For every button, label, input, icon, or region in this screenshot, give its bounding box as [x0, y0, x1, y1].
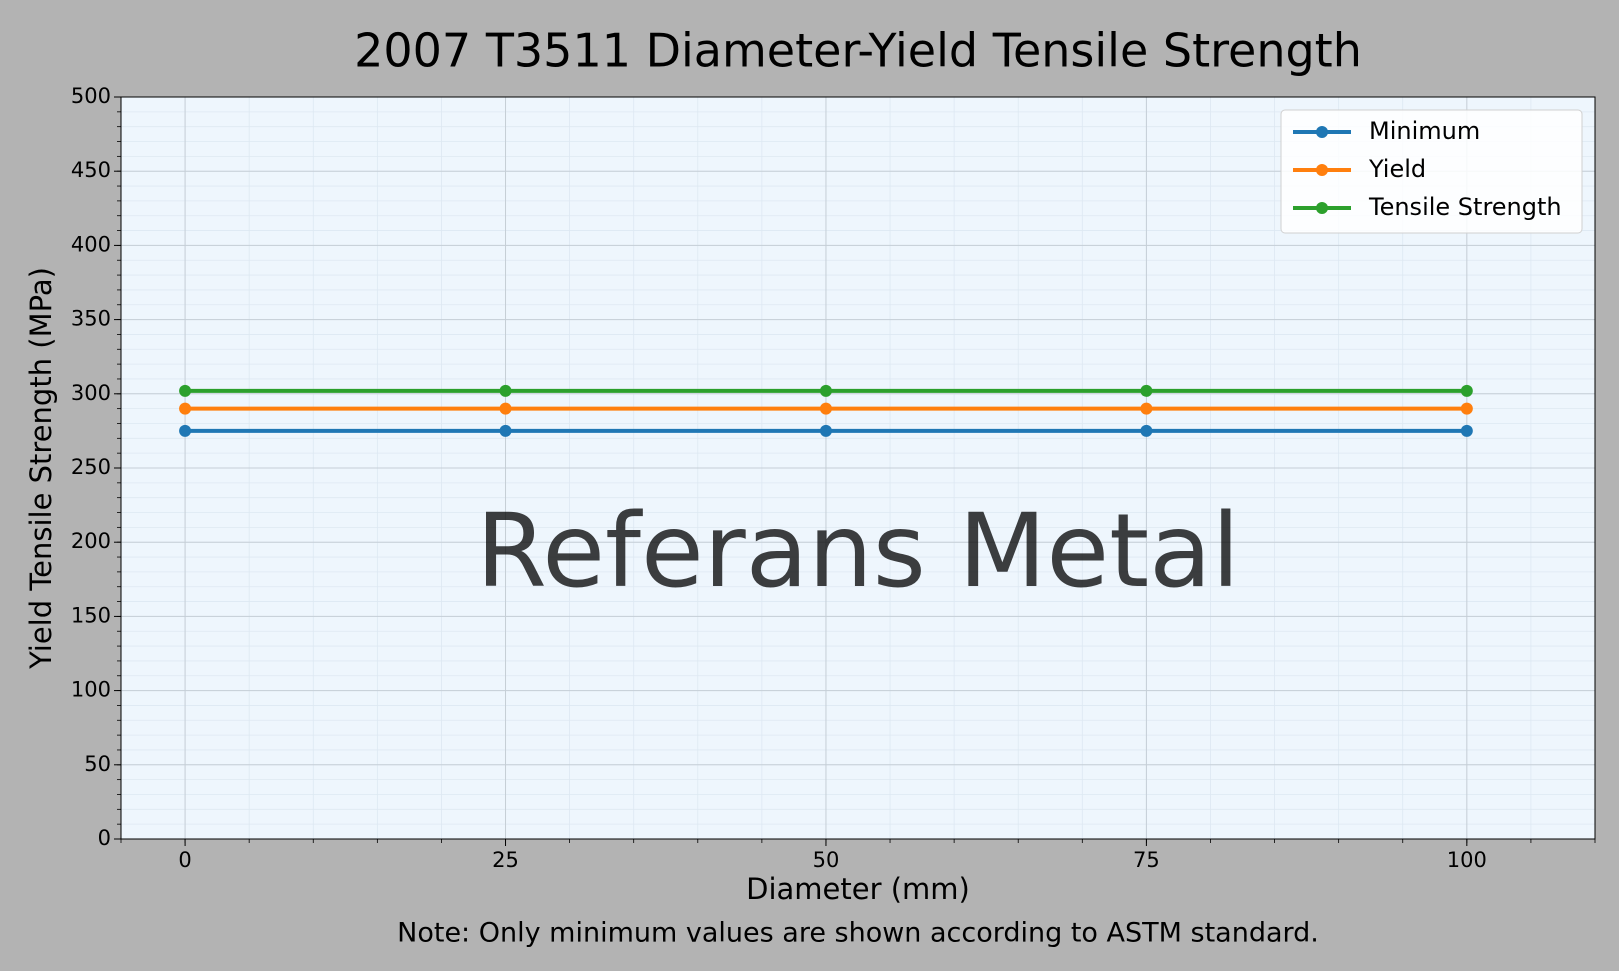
data-point: [819, 424, 832, 437]
y-tick-label: 200: [71, 529, 111, 553]
data-point: [1460, 384, 1473, 397]
y-tick-label: 500: [71, 84, 111, 108]
data-point: [819, 402, 832, 415]
data-point: [1140, 424, 1153, 437]
data-point: [499, 384, 512, 397]
chart-title: 2007 T3511 Diameter-Yield Tensile Streng…: [354, 24, 1362, 78]
data-point: [1140, 384, 1153, 397]
y-tick-label: 50: [84, 752, 111, 776]
legend-label: Tensile Strength: [1368, 193, 1562, 221]
data-point: [1140, 402, 1153, 415]
y-tick-label: 100: [71, 678, 111, 702]
x-tick-label: 75: [1133, 848, 1160, 872]
x-axis-label: Diameter (mm): [746, 872, 970, 906]
legend-marker: [1316, 126, 1328, 138]
data-point: [499, 402, 512, 415]
x-tick-label: 0: [178, 848, 191, 872]
x-tick-label: 100: [1447, 848, 1487, 872]
data-point: [499, 424, 512, 437]
y-tick-label: 450: [71, 158, 111, 182]
plot-frame: [120, 96, 1596, 840]
y-tick-label: 400: [71, 232, 111, 256]
x-tick-label: 50: [813, 848, 840, 872]
watermark: Referans Metal: [476, 492, 1240, 611]
y-tick-label: 0: [98, 826, 111, 850]
legend-box: [1280, 109, 1583, 234]
legend-label: Minimum: [1369, 117, 1480, 145]
legend-marker: [1316, 164, 1328, 176]
y-tick-label: 350: [71, 307, 111, 331]
data-point: [179, 402, 192, 415]
y-axis-label: Yield Tensile Strength (MPa): [24, 267, 58, 670]
x-tick-label: 25: [492, 848, 519, 872]
legend-label: Yield: [1368, 155, 1426, 183]
data-point: [179, 424, 192, 437]
y-tick-label: 300: [71, 381, 111, 405]
data-point: [1460, 402, 1473, 415]
data-point: [819, 384, 832, 397]
note: Note: Only minimum values are shown acco…: [397, 918, 1319, 949]
legend-marker: [1316, 202, 1328, 214]
data-point: [179, 384, 192, 397]
data-point: [1460, 424, 1473, 437]
y-tick-label: 150: [71, 603, 111, 627]
y-tick-label: 250: [71, 455, 111, 479]
